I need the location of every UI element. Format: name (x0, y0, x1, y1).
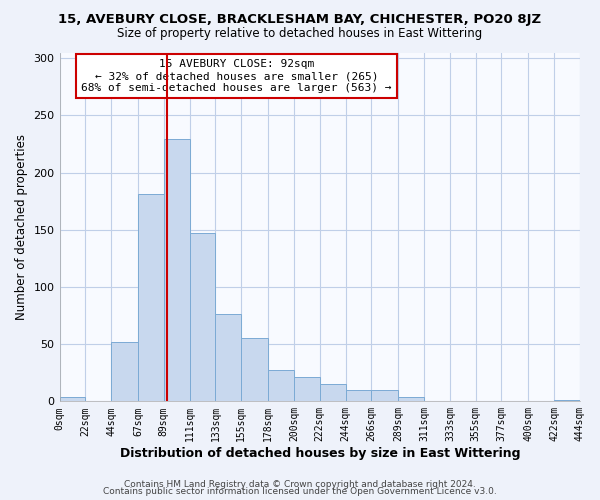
Bar (138, 194, 164, 402)
Bar (346, 390, 371, 402)
Bar (320, 384, 346, 402)
Bar (554, 400, 580, 402)
Bar (294, 378, 320, 402)
Text: 15, AVEBURY CLOSE, BRACKLESHAM BAY, CHICHESTER, PO20 8JZ: 15, AVEBURY CLOSE, BRACKLESHAM BAY, CHIC… (58, 12, 542, 26)
Text: 15 AVEBURY CLOSE: 92sqm
← 32% of detached houses are smaller (265)
68% of semi-d: 15 AVEBURY CLOSE: 92sqm ← 32% of detache… (81, 60, 392, 92)
Text: Contains HM Land Registry data © Crown copyright and database right 2024.: Contains HM Land Registry data © Crown c… (124, 480, 476, 489)
Bar (59, 397, 85, 402)
Bar (190, 233, 215, 402)
Bar (398, 397, 424, 402)
Bar (268, 370, 294, 402)
Bar (215, 314, 241, 402)
Bar (164, 140, 190, 402)
Text: Contains public sector information licensed under the Open Government Licence v3: Contains public sector information licen… (103, 487, 497, 496)
Bar (241, 338, 268, 402)
X-axis label: Distribution of detached houses by size in East Wittering: Distribution of detached houses by size … (119, 447, 520, 460)
Text: Size of property relative to detached houses in East Wittering: Size of property relative to detached ho… (118, 28, 482, 40)
Bar (111, 342, 138, 402)
Bar (371, 390, 398, 402)
Y-axis label: Number of detached properties: Number of detached properties (15, 134, 28, 320)
